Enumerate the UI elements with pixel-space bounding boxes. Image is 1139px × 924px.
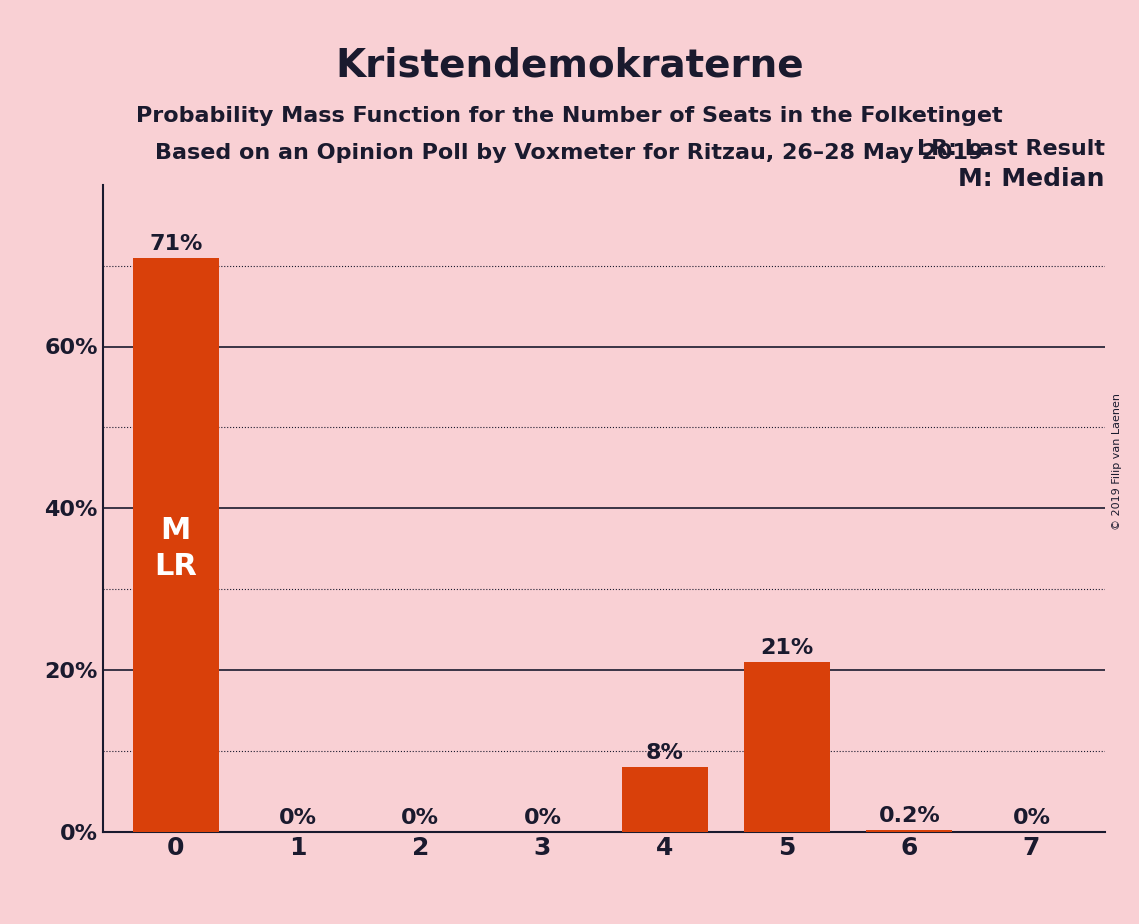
Bar <box>622 767 707 832</box>
Text: 0%: 0% <box>401 808 440 828</box>
Text: Kristendemokraterne: Kristendemokraterne <box>335 46 804 84</box>
Text: 0%: 0% <box>1013 808 1050 828</box>
Bar <box>744 662 830 832</box>
Text: 0%: 0% <box>524 808 562 828</box>
Text: 0%: 0% <box>279 808 317 828</box>
Bar <box>867 830 952 832</box>
Text: © 2019 Filip van Laenen: © 2019 Filip van Laenen <box>1112 394 1122 530</box>
Text: 71%: 71% <box>149 234 203 253</box>
Bar <box>133 258 219 832</box>
Text: 8%: 8% <box>646 743 683 763</box>
Text: Based on an Opinion Poll by Voxmeter for Ritzau, 26–28 May 2019: Based on an Opinion Poll by Voxmeter for… <box>155 143 984 164</box>
Text: M
LR: M LR <box>155 517 197 581</box>
Text: M: Median: M: Median <box>958 167 1105 191</box>
Text: LR: Last Result: LR: Last Result <box>917 139 1105 159</box>
Text: 21%: 21% <box>761 638 813 658</box>
Text: Probability Mass Function for the Number of Seats in the Folketinget: Probability Mass Function for the Number… <box>137 106 1002 127</box>
Text: 0.2%: 0.2% <box>878 806 940 826</box>
